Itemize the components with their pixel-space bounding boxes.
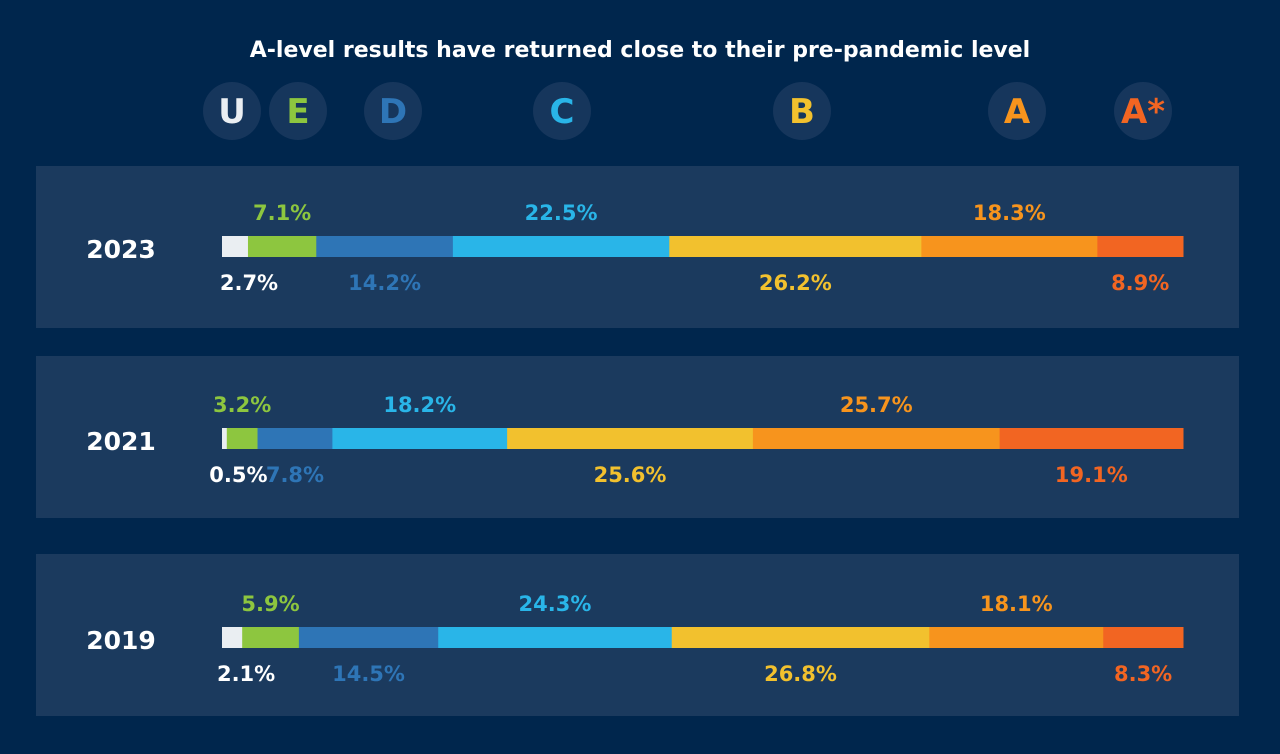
grade-badge-astar: A* xyxy=(1114,82,1172,140)
grade-badge-label: B xyxy=(789,92,815,132)
grade-badge-d: D xyxy=(364,82,422,140)
bar-segment-e xyxy=(226,428,259,449)
data-label-astar: 19.1% xyxy=(1055,463,1128,487)
data-label-b: 25.6% xyxy=(594,463,667,487)
grade-badge-label: U xyxy=(218,92,246,132)
data-label-e: 3.2% xyxy=(213,393,271,417)
bar-segment-d xyxy=(257,428,333,449)
grade-badge-label: D xyxy=(379,92,407,132)
data-label-astar: 8.3% xyxy=(1114,662,1172,686)
grade-badge-label: C xyxy=(550,92,575,132)
year-panels: 2023 2.7% 7.1% 14.2% 22.5% 26.2% 18.3% 8.9% 2021… xyxy=(36,166,1239,716)
bar-segment-a xyxy=(921,236,1098,257)
bar-segment-astar xyxy=(999,428,1184,449)
bar-segment-c xyxy=(332,428,508,449)
grade-badge-circle xyxy=(203,82,261,140)
data-label-u: 0.5% xyxy=(209,463,267,487)
grade-badge-label: A* xyxy=(1121,92,1165,132)
bar-segment-d xyxy=(298,627,439,648)
grade-legend: U E D C B A A* xyxy=(203,82,1172,140)
data-label-e: 5.9% xyxy=(241,592,299,616)
grade-badge-circle xyxy=(533,82,591,140)
data-label-c: 24.3% xyxy=(519,592,592,616)
bar-segment-c xyxy=(452,236,670,257)
bar-segment-b xyxy=(671,627,930,648)
year-panel-2023: 2023 2.7% 7.1% 14.2% 22.5% 26.2% 18.3% 8.9% xyxy=(36,166,1239,328)
grade-badge-circle xyxy=(1114,82,1172,140)
grade-badge-circle xyxy=(269,82,327,140)
year-panel-2019: 2019 2.1% 5.9% 14.5% 24.3% 26.8% 18.1% 8.3% xyxy=(36,554,1239,716)
data-label-b: 26.2% xyxy=(759,271,832,295)
data-label-a: 18.3% xyxy=(973,201,1046,225)
grade-badge-a: A xyxy=(988,82,1046,140)
year-panel-2021: 2021 0.5% 3.2% 7.8% 18.2% 25.6% 25.7% 19.1% xyxy=(36,356,1239,518)
year-label: 2021 xyxy=(86,427,156,456)
bar-segment-e xyxy=(247,236,317,257)
data-label-d: 14.2% xyxy=(348,271,421,295)
bar-segment-astar xyxy=(1103,627,1184,648)
data-label-u: 2.7% xyxy=(220,271,278,295)
year-label: 2023 xyxy=(86,235,156,264)
data-label-c: 22.5% xyxy=(525,201,598,225)
bar-segment-u xyxy=(222,236,249,257)
bar-segment-astar xyxy=(1097,236,1184,257)
grade-badge-e: E xyxy=(269,82,327,140)
bar-segment-u xyxy=(222,627,243,648)
bar-segment-b xyxy=(669,236,922,257)
grade-badge-circle xyxy=(364,82,422,140)
grade-badge-label: E xyxy=(286,92,309,132)
grade-badge-u: U xyxy=(203,82,261,140)
bar-segment-d xyxy=(316,236,454,257)
data-label-astar: 8.9% xyxy=(1111,271,1169,295)
grade-badge-label: A xyxy=(1004,92,1031,132)
data-label-b: 26.8% xyxy=(764,662,837,686)
bar-segment-u xyxy=(222,428,228,449)
bar-segment-c xyxy=(438,627,673,648)
chart-title: A-level results have returned close to t… xyxy=(250,38,1030,63)
grade-badge-circle xyxy=(773,82,831,140)
data-label-d: 14.5% xyxy=(332,662,405,686)
bar-segment-e xyxy=(242,627,300,648)
data-label-a: 25.7% xyxy=(840,393,913,417)
bar-segment-a xyxy=(929,627,1104,648)
data-label-e: 7.1% xyxy=(253,201,311,225)
grade-badge-circle xyxy=(988,82,1046,140)
grade-badge-c: C xyxy=(533,82,591,140)
bar-segment-b xyxy=(507,428,754,449)
data-label-c: 18.2% xyxy=(383,393,456,417)
data-label-u: 2.1% xyxy=(217,662,275,686)
grade-badge-b: B xyxy=(773,82,831,140)
bar-segment-a xyxy=(752,428,1001,449)
data-label-a: 18.1% xyxy=(980,592,1053,616)
data-label-d: 7.8% xyxy=(266,463,324,487)
year-label: 2019 xyxy=(86,626,156,655)
